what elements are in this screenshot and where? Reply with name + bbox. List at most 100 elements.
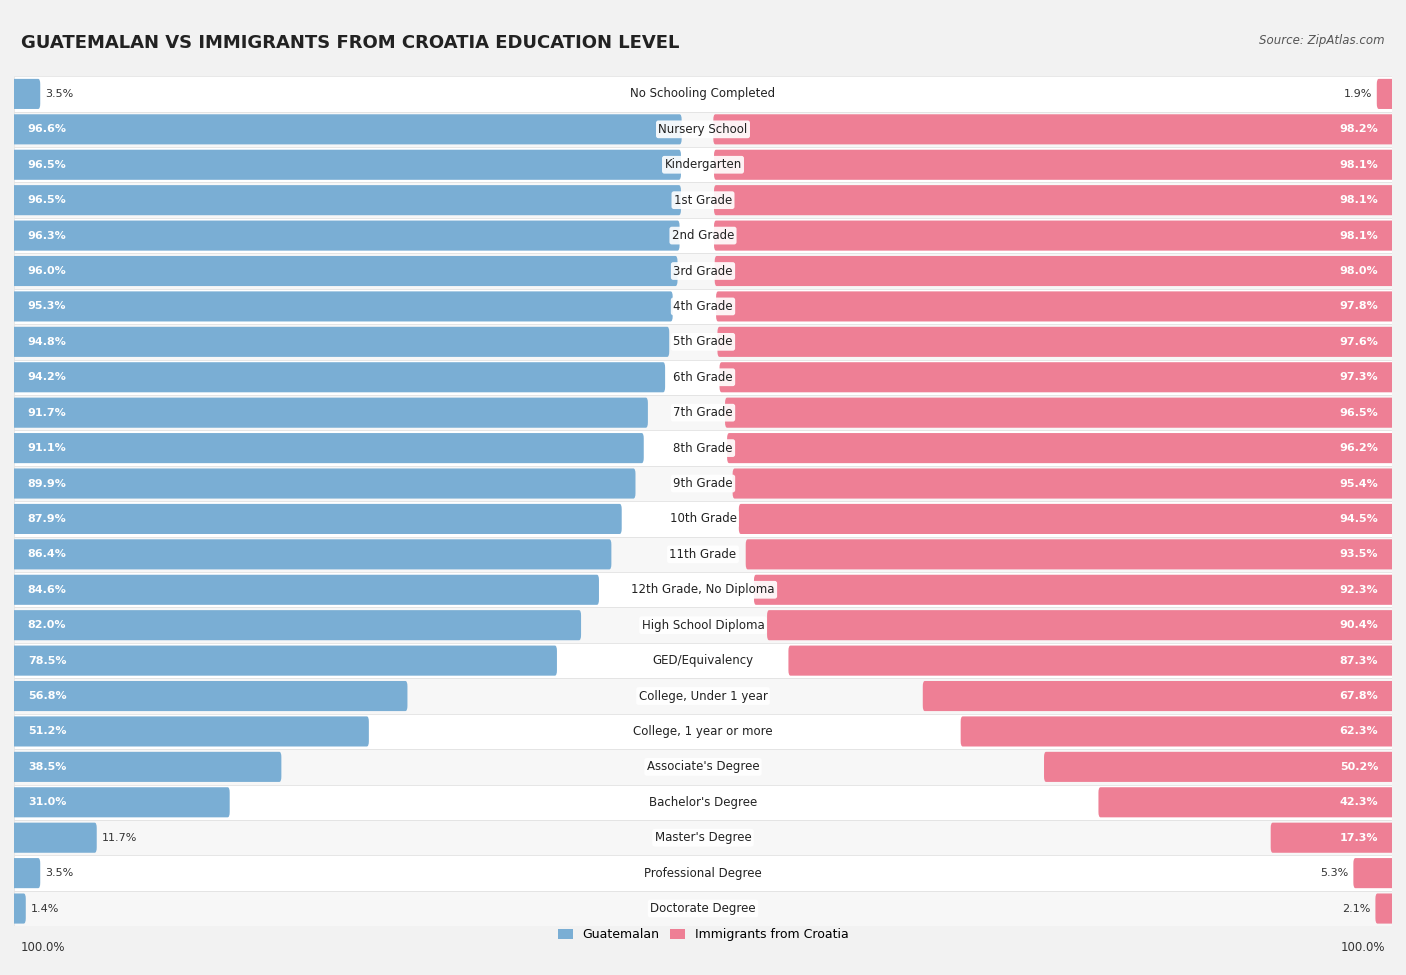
Bar	[14, 536, 1392, 572]
FancyBboxPatch shape	[922, 681, 1393, 711]
Text: 95.3%: 95.3%	[28, 301, 66, 311]
FancyBboxPatch shape	[713, 114, 1393, 144]
Text: 89.9%: 89.9%	[28, 479, 66, 488]
Text: Professional Degree: Professional Degree	[644, 867, 762, 879]
Text: 67.8%: 67.8%	[1340, 691, 1378, 701]
Bar	[14, 643, 1392, 679]
Text: 2.1%: 2.1%	[1343, 904, 1371, 914]
Text: 1.4%: 1.4%	[31, 904, 59, 914]
Bar	[14, 76, 1392, 111]
Text: 62.3%: 62.3%	[1340, 726, 1378, 736]
Text: Doctorate Degree: Doctorate Degree	[650, 902, 756, 916]
Text: Associate's Degree: Associate's Degree	[647, 760, 759, 773]
Text: No Schooling Completed: No Schooling Completed	[630, 88, 776, 100]
Text: 100.0%: 100.0%	[21, 941, 66, 954]
Bar	[14, 820, 1392, 855]
Text: College, Under 1 year: College, Under 1 year	[638, 689, 768, 703]
FancyBboxPatch shape	[720, 363, 1393, 392]
FancyBboxPatch shape	[13, 114, 682, 144]
Text: Kindergarten: Kindergarten	[665, 158, 741, 172]
FancyBboxPatch shape	[733, 468, 1393, 498]
Text: 96.5%: 96.5%	[1340, 408, 1378, 417]
Text: 96.0%: 96.0%	[28, 266, 66, 276]
FancyBboxPatch shape	[1354, 858, 1393, 888]
Bar	[14, 679, 1392, 714]
FancyBboxPatch shape	[13, 610, 581, 641]
Text: Source: ZipAtlas.com: Source: ZipAtlas.com	[1260, 34, 1385, 47]
Text: 100.0%: 100.0%	[1340, 941, 1385, 954]
Text: 87.9%: 87.9%	[28, 514, 66, 524]
Text: 94.5%: 94.5%	[1340, 514, 1378, 524]
Bar	[14, 395, 1392, 430]
Text: 51.2%: 51.2%	[28, 726, 66, 736]
FancyBboxPatch shape	[13, 539, 612, 569]
Text: 4th Grade: 4th Grade	[673, 300, 733, 313]
Text: 8th Grade: 8th Grade	[673, 442, 733, 454]
FancyBboxPatch shape	[13, 150, 681, 179]
FancyBboxPatch shape	[789, 645, 1393, 676]
Text: 87.3%: 87.3%	[1340, 655, 1378, 666]
Text: 96.6%: 96.6%	[28, 125, 67, 135]
FancyBboxPatch shape	[714, 185, 1393, 215]
Text: Bachelor's Degree: Bachelor's Degree	[650, 796, 756, 809]
Text: 5.3%: 5.3%	[1320, 868, 1348, 878]
Text: 56.8%: 56.8%	[28, 691, 66, 701]
Bar	[14, 217, 1392, 254]
Bar	[14, 607, 1392, 643]
Bar	[14, 501, 1392, 536]
Text: 82.0%: 82.0%	[28, 620, 66, 630]
Text: 7th Grade: 7th Grade	[673, 407, 733, 419]
FancyBboxPatch shape	[768, 610, 1393, 641]
Text: 31.0%: 31.0%	[28, 798, 66, 807]
Text: 98.1%: 98.1%	[1340, 195, 1378, 205]
Text: 1.9%: 1.9%	[1344, 89, 1372, 98]
FancyBboxPatch shape	[1098, 787, 1393, 817]
Text: 96.3%: 96.3%	[28, 231, 66, 241]
FancyBboxPatch shape	[727, 433, 1393, 463]
Bar	[14, 855, 1392, 891]
FancyBboxPatch shape	[1045, 752, 1393, 782]
Text: 2nd Grade: 2nd Grade	[672, 229, 734, 242]
FancyBboxPatch shape	[13, 717, 368, 747]
FancyBboxPatch shape	[13, 787, 229, 817]
Text: 97.3%: 97.3%	[1340, 372, 1378, 382]
FancyBboxPatch shape	[13, 645, 557, 676]
Text: 50.2%: 50.2%	[1340, 761, 1378, 772]
FancyBboxPatch shape	[13, 574, 599, 604]
Text: 90.4%: 90.4%	[1340, 620, 1378, 630]
Text: 95.4%: 95.4%	[1340, 479, 1378, 488]
Bar	[14, 289, 1392, 324]
FancyBboxPatch shape	[13, 893, 25, 923]
Bar	[14, 254, 1392, 289]
Text: 86.4%: 86.4%	[28, 549, 66, 560]
FancyBboxPatch shape	[1376, 79, 1393, 109]
Text: 11.7%: 11.7%	[101, 833, 136, 842]
Bar	[14, 891, 1392, 926]
Text: 91.7%: 91.7%	[28, 408, 66, 417]
FancyBboxPatch shape	[960, 717, 1393, 747]
Text: 3.5%: 3.5%	[45, 89, 73, 98]
FancyBboxPatch shape	[714, 220, 1393, 251]
FancyBboxPatch shape	[13, 327, 669, 357]
Text: 9th Grade: 9th Grade	[673, 477, 733, 490]
Bar	[14, 714, 1392, 749]
Bar	[14, 430, 1392, 466]
Text: 42.3%: 42.3%	[1340, 798, 1378, 807]
Text: 94.2%: 94.2%	[28, 372, 66, 382]
Bar	[14, 785, 1392, 820]
Text: GED/Equivalency: GED/Equivalency	[652, 654, 754, 667]
FancyBboxPatch shape	[13, 292, 672, 322]
Text: 93.5%: 93.5%	[1340, 549, 1378, 560]
FancyBboxPatch shape	[1375, 893, 1393, 923]
Bar	[14, 360, 1392, 395]
Text: Master's Degree: Master's Degree	[655, 832, 751, 844]
Text: 3.5%: 3.5%	[45, 868, 73, 878]
Bar	[14, 466, 1392, 501]
Text: 96.5%: 96.5%	[28, 160, 66, 170]
Text: 98.1%: 98.1%	[1340, 231, 1378, 241]
Bar	[14, 749, 1392, 785]
Text: 5th Grade: 5th Grade	[673, 335, 733, 348]
Bar	[14, 182, 1392, 217]
FancyBboxPatch shape	[1271, 823, 1393, 853]
FancyBboxPatch shape	[716, 292, 1393, 322]
